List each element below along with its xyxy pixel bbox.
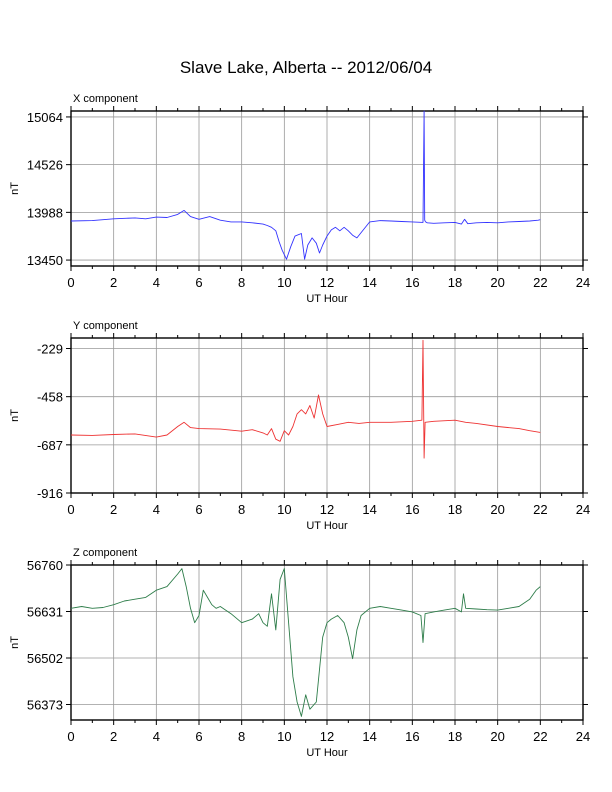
x-tick-label: 10 (277, 275, 291, 290)
x-tick-label: 14 (362, 275, 376, 290)
y-tick-label: 56760 (27, 558, 63, 573)
x-tick-label: 4 (153, 502, 160, 517)
x-tick-label: 16 (405, 275, 419, 290)
x-tick-label: 0 (67, 729, 74, 744)
y-axis-label: nT (9, 636, 21, 649)
series-line (70, 339, 541, 459)
x-tick-label: 22 (533, 275, 547, 290)
x-tick-label: 14 (362, 502, 376, 517)
series-line (70, 568, 541, 717)
x-axis-label: UT Hour (306, 520, 348, 532)
x-tick-label: 6 (195, 729, 202, 744)
x-tick-label: 8 (238, 502, 245, 517)
x-tick-label: 18 (448, 275, 462, 290)
x-tick-label: 18 (448, 502, 462, 517)
y-tick-label: 56373 (27, 698, 63, 713)
x-axis-label: UT Hour (306, 293, 348, 305)
x-tick-label: 4 (153, 729, 160, 744)
x-tick-label: 6 (195, 502, 202, 517)
x-tick-label: 24 (576, 729, 590, 744)
x-tick-label: 16 (405, 729, 419, 744)
x-tick-label: 4 (153, 275, 160, 290)
y-tick-label: 14526 (27, 158, 63, 173)
x-tick-label: 2 (110, 729, 117, 744)
y-axis-label: nT (9, 409, 21, 422)
x-tick-label: 16 (405, 502, 419, 517)
x-tick-label: 6 (195, 275, 202, 290)
x-tick-label: 2 (110, 502, 117, 517)
x-tick-label: 14 (362, 729, 376, 744)
panel-title: Z component (73, 547, 137, 559)
x-tick-label: 10 (277, 502, 291, 517)
x-tick-label: 8 (238, 275, 245, 290)
panel-3: 0 2 4 6 8 10 12 14 16 18 20 22 245676056631565025637… (9, 547, 590, 759)
x-tick-label: 22 (533, 502, 547, 517)
y-axis-label: nT (9, 182, 21, 195)
x-tick-label: 2 (110, 275, 117, 290)
x-tick-label: 0 (67, 502, 74, 517)
y-tick-label: 13450 (27, 253, 63, 268)
x-axis-label: UT Hour (306, 747, 348, 759)
y-tick-label: -229 (37, 342, 63, 357)
y-tick-label: -687 (37, 438, 63, 453)
y-tick-label: -458 (37, 390, 63, 405)
x-tick-label: 24 (576, 502, 590, 517)
x-tick-label: 20 (490, 502, 504, 517)
panel-title: X component (73, 93, 138, 105)
y-tick-label: 56631 (27, 605, 63, 620)
x-tick-label: 12 (320, 729, 334, 744)
panel-1: 0 2 4 6 8 10 12 14 16 18 20 22 241345013988145261506… (9, 93, 590, 305)
chart-main-title: Slave Lake, Alberta -- 2012/06/04 (179, 58, 433, 77)
x-tick-label: 10 (277, 729, 291, 744)
x-tick-label: 12 (320, 275, 334, 290)
x-tick-label: 24 (576, 275, 590, 290)
y-tick-label: 56502 (27, 651, 63, 666)
x-tick-label: 12 (320, 502, 334, 517)
x-tick-label: 0 (67, 275, 74, 290)
x-tick-label: 20 (490, 729, 504, 744)
x-tick-label: 18 (448, 729, 462, 744)
y-tick-label: 13988 (27, 205, 63, 220)
y-tick-label: -916 (37, 486, 63, 501)
x-tick-label: 22 (533, 729, 547, 744)
x-tick-label: 20 (490, 275, 504, 290)
x-tick-label: 8 (238, 729, 245, 744)
panel-title: Y component (73, 320, 138, 332)
y-tick-label: 15064 (27, 110, 63, 125)
series-line (70, 110, 541, 260)
